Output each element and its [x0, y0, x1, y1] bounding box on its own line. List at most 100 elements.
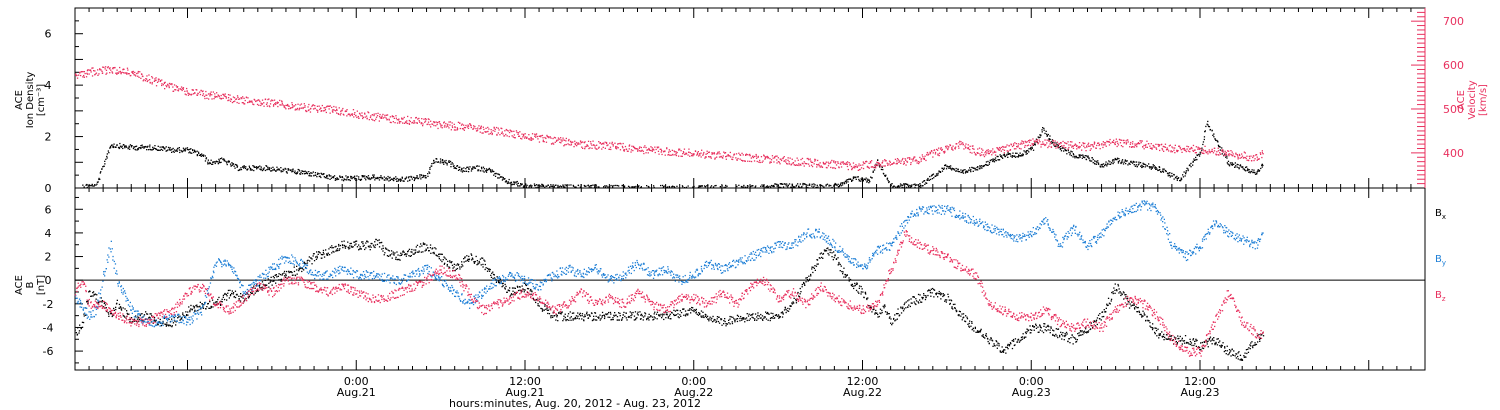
velocity-point — [808, 165, 811, 167]
velocity-point — [546, 135, 548, 138]
velocity-point — [1018, 147, 1021, 150]
velocity-point — [417, 118, 419, 120]
density-point — [1162, 171, 1165, 173]
density-point — [94, 184, 96, 186]
velocity-point — [1234, 155, 1236, 158]
velocity-point — [672, 154, 674, 156]
velocity-point — [497, 127, 499, 129]
density-point — [1234, 166, 1236, 168]
density-point — [979, 168, 981, 170]
bx-point — [577, 312, 579, 314]
density-point — [82, 184, 84, 186]
density-point — [805, 186, 807, 188]
velocity-point — [168, 85, 170, 87]
density-point — [128, 146, 130, 148]
density-point — [227, 161, 229, 163]
bx-point — [428, 250, 430, 252]
density-point — [1173, 174, 1175, 176]
velocity-point — [466, 126, 468, 128]
bx-point — [425, 249, 427, 251]
density-point — [293, 172, 296, 174]
density-point — [429, 168, 431, 170]
velocity-point — [398, 121, 401, 123]
density-point — [640, 187, 642, 189]
density-point — [572, 184, 574, 187]
density-point — [204, 160, 207, 162]
velocity-point — [91, 75, 94, 77]
density-point — [136, 149, 139, 151]
density-point — [1213, 133, 1215, 135]
velocity-point — [1157, 143, 1159, 146]
density-point — [837, 183, 839, 185]
velocity-point — [788, 163, 791, 165]
velocity-point — [674, 154, 676, 156]
velocity-point — [568, 138, 570, 141]
velocity-point — [381, 115, 383, 117]
velocity-point — [997, 148, 1000, 151]
density-point — [1091, 160, 1093, 162]
density-point — [475, 165, 478, 167]
velocity-point — [660, 151, 662, 153]
density-point — [890, 183, 892, 186]
density-point — [1006, 153, 1008, 155]
density-point — [664, 185, 666, 187]
bx-point — [484, 268, 486, 271]
velocity-point — [551, 143, 553, 145]
velocity-point — [299, 107, 301, 109]
bx-point — [622, 314, 624, 316]
velocity-point — [738, 152, 740, 154]
velocity-point — [248, 100, 251, 102]
density-point — [1163, 168, 1165, 170]
velocity-point — [837, 161, 839, 163]
velocity-point — [827, 165, 830, 167]
bx-point — [521, 285, 523, 287]
velocity-point — [557, 137, 560, 139]
bx-point — [300, 267, 302, 269]
bx-point — [466, 255, 468, 257]
density-point — [433, 162, 436, 164]
density-point — [883, 173, 885, 175]
bx-point — [171, 326, 173, 328]
velocity-point — [385, 114, 388, 116]
velocity-point — [1064, 142, 1066, 144]
density-point — [392, 179, 394, 181]
density-point — [1227, 163, 1229, 165]
velocity-point — [316, 109, 318, 111]
density-point — [455, 167, 458, 170]
velocity-point — [320, 107, 322, 109]
density-point — [1243, 168, 1246, 170]
bx-point — [373, 246, 375, 248]
velocity-point — [548, 137, 550, 139]
velocity-point — [1205, 151, 1207, 153]
velocity-point — [254, 99, 256, 101]
bx-point — [594, 319, 596, 321]
velocity-point — [538, 135, 541, 137]
density-point — [256, 168, 258, 170]
density-point — [957, 170, 960, 173]
velocity-point — [846, 163, 848, 165]
density-point — [330, 177, 333, 179]
velocity-point — [1065, 147, 1067, 149]
velocity-point — [611, 143, 613, 145]
velocity-point — [92, 67, 94, 69]
density-point — [444, 161, 446, 163]
density-point — [473, 167, 475, 169]
bx-point — [629, 311, 631, 313]
velocity-point — [167, 83, 169, 85]
velocity-point — [821, 166, 824, 168]
density-point — [448, 161, 451, 163]
velocity-point — [162, 84, 164, 86]
velocity-point — [485, 131, 487, 133]
bx-point — [526, 287, 529, 290]
bx-point — [272, 275, 274, 278]
velocity-point — [802, 163, 804, 165]
density-point — [311, 172, 313, 174]
bx-point — [434, 247, 436, 249]
bx-point — [370, 246, 372, 248]
velocity-point — [220, 97, 223, 100]
velocity-point — [868, 167, 870, 169]
velocity-point — [1063, 146, 1065, 149]
density-point — [104, 163, 106, 165]
density-point — [726, 185, 728, 187]
